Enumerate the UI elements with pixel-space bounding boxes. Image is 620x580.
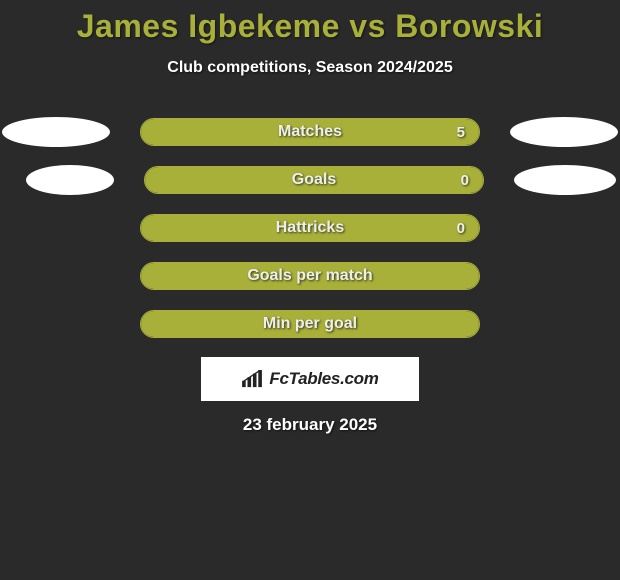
- logo-text: FcTables.com: [269, 369, 378, 389]
- stat-row: Matches5: [0, 117, 620, 147]
- stat-row: Goals per match: [0, 261, 620, 291]
- stat-bar: Matches5: [140, 118, 480, 146]
- stat-value: 5: [457, 124, 465, 141]
- date-text: 23 february 2025: [0, 415, 620, 435]
- stat-row: Min per goal: [0, 309, 620, 339]
- bars-icon: [241, 370, 263, 388]
- ellipse-spacer: [2, 261, 110, 291]
- ellipse-spacer: [2, 309, 110, 339]
- ellipse-spacer: [510, 309, 618, 339]
- subtitle: Club competitions, Season 2024/2025: [0, 59, 620, 77]
- stat-label: Hattricks: [141, 219, 479, 237]
- ellipse-spacer: [510, 261, 618, 291]
- stat-bar: Goals0: [144, 166, 484, 194]
- stat-value: 0: [461, 172, 469, 189]
- stats-block: Matches5Goals0Hattricks0Goals per matchM…: [0, 117, 620, 339]
- stat-value: 0: [457, 220, 465, 237]
- stat-label: Min per goal: [141, 315, 479, 333]
- stat-row: Goals0: [0, 165, 620, 195]
- stat-bar: Min per goal: [140, 310, 480, 338]
- stat-row: Hattricks0: [0, 213, 620, 243]
- logo-badge: FcTables.com: [201, 357, 419, 401]
- left-ellipse: [26, 165, 114, 195]
- stat-label: Matches: [141, 123, 479, 141]
- stat-label: Goals per match: [141, 267, 479, 285]
- right-ellipse: [514, 165, 616, 195]
- comparison-infographic: James Igbekeme vs Borowski Club competit…: [0, 0, 620, 435]
- ellipse-spacer: [510, 213, 618, 243]
- stat-label: Goals: [145, 171, 483, 189]
- page-title: James Igbekeme vs Borowski: [0, 8, 620, 45]
- stat-bar: Goals per match: [140, 262, 480, 290]
- stat-bar: Hattricks0: [140, 214, 480, 242]
- left-ellipse: [2, 117, 110, 147]
- ellipse-spacer: [2, 213, 110, 243]
- right-ellipse: [510, 117, 618, 147]
